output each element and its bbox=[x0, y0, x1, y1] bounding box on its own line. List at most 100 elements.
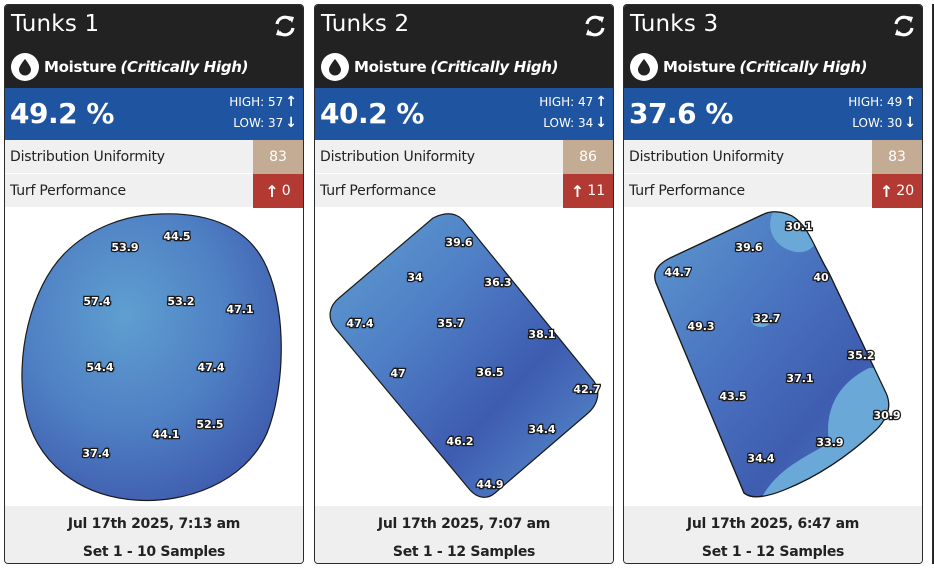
turf-label: Turf Performance bbox=[629, 183, 745, 199]
sample-label: 37.1 bbox=[786, 372, 813, 385]
sample-label: 30.9 bbox=[873, 409, 900, 422]
arrow-up-icon: ↑ bbox=[595, 94, 607, 110]
metric-name: Moisture bbox=[44, 58, 117, 76]
arrow-up-icon: ↑ bbox=[570, 181, 585, 201]
sample-label: 44.7 bbox=[664, 266, 691, 279]
zone-title: Tunks 3 bbox=[630, 11, 719, 37]
sample-label: 44.9 bbox=[476, 478, 503, 491]
card-header: Tunks 1 Moisture (Critically High) bbox=[5, 5, 303, 88]
turf-value: 20 bbox=[896, 183, 915, 199]
sample-label: 34 bbox=[407, 271, 423, 284]
zone-card-tunks-3[interactable]: Tunks 3 Moisture (Critically High) 37.6 … bbox=[623, 4, 923, 564]
refresh-icon[interactable] bbox=[583, 14, 607, 38]
turf-badge: ↑ 20 bbox=[872, 174, 922, 208]
refresh-icon[interactable] bbox=[892, 14, 916, 38]
arrow-up-icon: ↑ bbox=[285, 94, 297, 110]
low-reading: LOW: 37 ↓ bbox=[233, 116, 297, 130]
zone-title: Tunks 2 bbox=[321, 11, 410, 37]
distribution-label: Distribution Uniformity bbox=[320, 149, 475, 165]
high-reading: HIGH: 57 ↑ bbox=[229, 95, 297, 109]
moisture-value: 40.2 % bbox=[320, 97, 424, 130]
zone-card-tunks-1[interactable]: Tunks 1 Moisture (Critically High) 49.2 … bbox=[4, 4, 304, 564]
distribution-badge: 83 bbox=[253, 140, 303, 174]
moisture-heatmap: 39.6 34 36.3 47.4 35.7 38.1 47 36.5 42.7… bbox=[329, 213, 602, 498]
high-reading: HIGH: 49 ↑ bbox=[848, 95, 916, 109]
moisture-value: 37.6 % bbox=[629, 97, 733, 130]
sample-label: 33.9 bbox=[816, 436, 843, 449]
sample-label: 35.2 bbox=[847, 349, 874, 362]
turf-row: Turf Performance ↑ 0 bbox=[5, 174, 303, 208]
metric-row: Moisture (Critically High) bbox=[321, 52, 559, 82]
sample-label: 42.7 bbox=[573, 383, 600, 396]
metric-name: Moisture bbox=[354, 58, 427, 76]
zone-card-tunks-2[interactable]: Tunks 2 Moisture (Critically High) 40.2 … bbox=[314, 4, 614, 564]
moisture-map[interactable]: 39.6 34 36.3 47.4 35.7 38.1 47 36.5 42.7… bbox=[315, 208, 613, 506]
low-label: LOW: 30 bbox=[852, 116, 903, 130]
sample-label: 34.4 bbox=[747, 452, 774, 465]
sample-label: 47.1 bbox=[226, 303, 253, 316]
moisture-map[interactable]: 53.9 44.5 57.4 53.2 47.1 54.4 47.4 44.1 … bbox=[5, 208, 303, 506]
low-reading: LOW: 34 ↓ bbox=[543, 116, 607, 130]
sample-label: 44.1 bbox=[152, 428, 179, 441]
sample-label: 35.7 bbox=[437, 317, 464, 330]
moisture-map[interactable]: 30.1 39.6 44.7 40 49.3 32.7 35.2 37.1 43… bbox=[624, 208, 922, 506]
sample-label: 37.4 bbox=[82, 447, 109, 460]
metric-row: Moisture (Critically High) bbox=[11, 52, 249, 82]
sample-date: Jul 17th 2025, 7:13 am bbox=[67, 516, 241, 532]
metric-status: (Critically High) bbox=[739, 58, 868, 76]
high-label: HIGH: 57 bbox=[229, 95, 284, 109]
metric-name: Moisture bbox=[663, 58, 736, 76]
sample-label: 38.1 bbox=[528, 328, 555, 341]
moisture-value: 49.2 % bbox=[10, 97, 114, 130]
metric-row: Moisture (Critically High) bbox=[630, 52, 868, 82]
sample-label: 30.1 bbox=[785, 220, 812, 233]
turf-value: 11 bbox=[587, 183, 606, 199]
sample-date: Jul 17th 2025, 6:47 am bbox=[686, 516, 860, 532]
distribution-row: Distribution Uniformity 83 bbox=[624, 140, 922, 174]
distribution-row: Distribution Uniformity 83 bbox=[5, 140, 303, 174]
distribution-row: Distribution Uniformity 86 bbox=[315, 140, 613, 174]
arrow-up-icon: ↑ bbox=[904, 94, 916, 110]
arrow-up-icon: ↑ bbox=[265, 181, 279, 201]
sample-label: 49.3 bbox=[687, 320, 714, 333]
turf-label: Turf Performance bbox=[10, 183, 126, 199]
distribution-label: Distribution Uniformity bbox=[629, 149, 784, 165]
sample-label: 44.5 bbox=[163, 230, 190, 243]
card-footer: Jul 17th 2025, 7:13 am Set 1 - 10 Sample… bbox=[5, 506, 303, 563]
moisture-value-band: 37.6 % HIGH: 49 ↑ LOW: 30 ↓ bbox=[624, 88, 922, 140]
sample-label: 47.4 bbox=[197, 361, 224, 374]
moisture-value-band: 40.2 % HIGH: 47 ↑ LOW: 34 ↓ bbox=[315, 88, 613, 140]
sample-label: 36.3 bbox=[484, 276, 511, 289]
sample-label: 53.9 bbox=[111, 241, 138, 254]
arrow-down-icon: ↓ bbox=[595, 115, 607, 131]
turf-badge: ↑ 0 bbox=[253, 174, 303, 208]
sample-label: 32.7 bbox=[753, 312, 780, 325]
arrow-down-icon: ↓ bbox=[904, 115, 916, 131]
sample-label: 54.4 bbox=[86, 361, 113, 374]
turf-value: 0 bbox=[281, 183, 291, 199]
low-label: LOW: 34 bbox=[543, 116, 594, 130]
distribution-badge: 86 bbox=[563, 140, 613, 174]
turf-badge: ↑ 11 bbox=[563, 174, 613, 208]
zone-title: Tunks 1 bbox=[11, 11, 100, 37]
sample-label: 53.2 bbox=[167, 295, 194, 308]
sample-set: Set 1 - 12 Samples bbox=[701, 544, 845, 560]
metric-status: (Critically High) bbox=[430, 58, 559, 76]
metric-status: (Critically High) bbox=[120, 58, 249, 76]
sample-label: 57.4 bbox=[83, 295, 110, 308]
card-footer: Jul 17th 2025, 6:47 am Set 1 - 12 Sample… bbox=[624, 506, 922, 563]
moisture-value-band: 49.2 % HIGH: 57 ↑ LOW: 37 ↓ bbox=[5, 88, 303, 140]
refresh-icon[interactable] bbox=[273, 14, 297, 38]
sample-label: 39.6 bbox=[445, 236, 472, 249]
low-label: LOW: 37 bbox=[233, 116, 284, 130]
sample-label: 47 bbox=[390, 367, 405, 380]
sample-label: 36.5 bbox=[476, 366, 503, 379]
moisture-heatmap: 53.9 44.5 57.4 53.2 47.1 54.4 47.4 44.1 … bbox=[21, 213, 282, 502]
water-drop-icon bbox=[11, 53, 39, 81]
turf-row: Turf Performance ↑ 20 bbox=[624, 174, 922, 208]
zone-boundary bbox=[21, 213, 282, 502]
sample-set: Set 1 - 10 Samples bbox=[82, 544, 226, 560]
sample-label: 47.4 bbox=[346, 317, 373, 330]
high-label: HIGH: 47 bbox=[539, 95, 594, 109]
